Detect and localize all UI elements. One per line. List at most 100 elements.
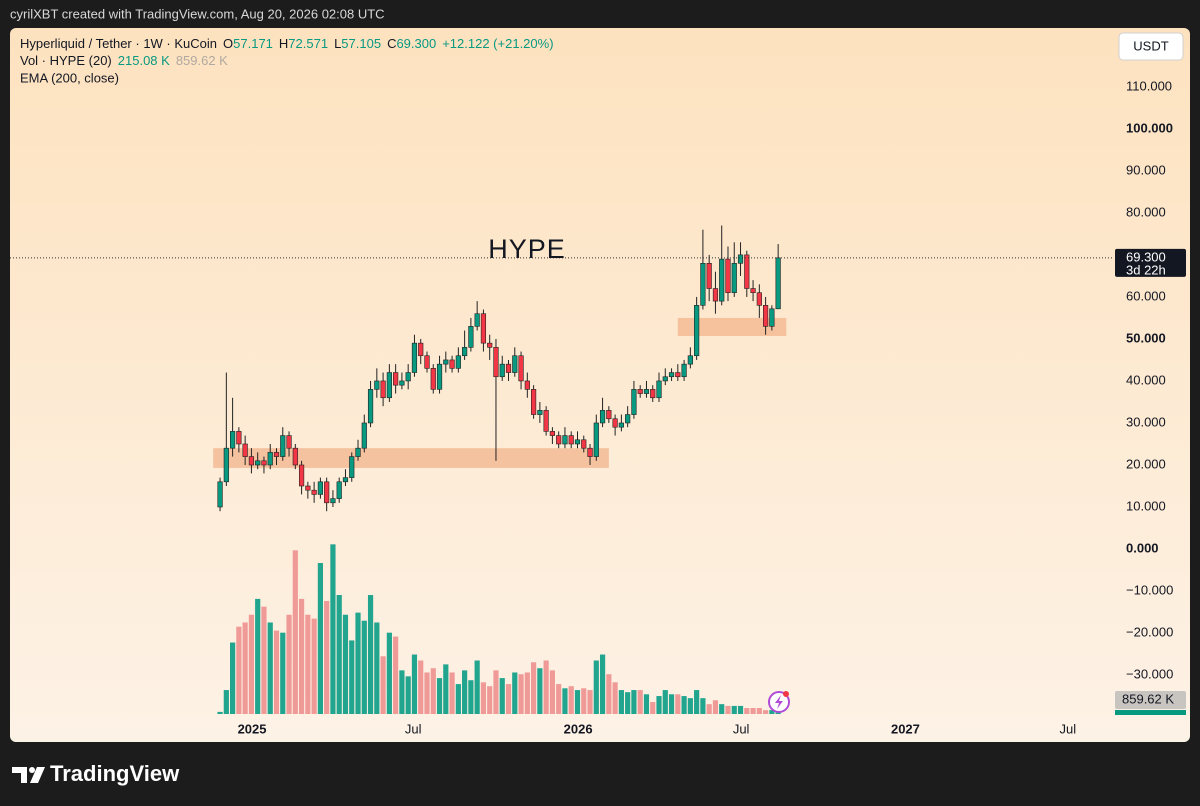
volume-bar	[399, 670, 405, 714]
candle-body	[599, 410, 606, 424]
chart-panel	[10, 28, 1190, 742]
brand: TradingView	[50, 761, 180, 786]
currency[interactable]: USDT	[1133, 38, 1168, 53]
volume-label-box	[1115, 691, 1186, 709]
candle-body	[248, 456, 255, 466]
volume-bar	[549, 670, 556, 714]
volume-bar	[474, 660, 480, 714]
volume-bar	[436, 678, 443, 714]
candle-body	[380, 380, 386, 399]
currency-button[interactable]	[1118, 32, 1184, 61]
candle-body	[543, 410, 549, 432]
candle-body	[273, 452, 280, 457]
candle-body	[731, 263, 737, 294]
candle-body	[700, 263, 706, 306]
candle-body	[436, 363, 443, 390]
volume-bar	[255, 598, 261, 714]
volume-bar	[367, 595, 374, 714]
candle-body	[719, 258, 725, 302]
x-tick-label: 2025	[238, 721, 267, 736]
volume-bar	[756, 708, 762, 714]
alert-dot	[783, 691, 789, 697]
candle-body	[480, 313, 487, 344]
volume-bar	[273, 630, 280, 714]
volume-ma-box	[1115, 710, 1186, 715]
candle-body	[750, 288, 756, 294]
volume-bar	[530, 662, 537, 714]
volume-axis-label: 859.62 K	[1122, 691, 1174, 706]
volume-bar	[737, 705, 744, 714]
x-tick-label: Jul	[733, 721, 750, 736]
volume-bar	[455, 684, 461, 714]
candle-body	[625, 414, 631, 424]
volume-ma: 215.08 K	[118, 53, 170, 68]
volume-bar	[411, 654, 418, 714]
volume-bar	[443, 664, 449, 714]
logo-part	[30, 767, 45, 783]
volume-bar	[298, 598, 305, 714]
volume-bar	[468, 680, 474, 714]
zone	[677, 317, 787, 336]
candle-body	[474, 313, 480, 327]
candle-body	[324, 481, 330, 504]
ohlc-value: 69.300	[396, 36, 436, 51]
candle-body	[712, 288, 719, 302]
volume-bar	[512, 672, 518, 714]
volume-bar	[242, 622, 248, 714]
plot: 110.000100.00090.00080.00070.00060.00050…	[10, 78, 1186, 736]
candle-body	[681, 363, 687, 378]
y-tick-label: 20.000	[1126, 456, 1166, 471]
candle-body	[643, 389, 650, 394]
volume-bar	[725, 705, 731, 714]
candle-body	[298, 464, 305, 487]
alert-bolt	[775, 695, 783, 709]
candle-body	[650, 389, 656, 399]
candle-body	[236, 431, 242, 445]
candle-body	[769, 308, 775, 327]
ohlc-value: 57.171	[233, 36, 273, 51]
volume-title: Vol · HYPE (20)	[20, 53, 112, 68]
volume-bar	[342, 614, 349, 714]
candle-body	[499, 363, 505, 378]
volume-bar	[418, 660, 424, 714]
candle-body	[606, 410, 612, 420]
volume-bar	[662, 690, 668, 714]
x-tick-label: Jul	[1060, 721, 1077, 736]
candle-body	[411, 342, 418, 373]
candle-body	[305, 485, 311, 491]
candle-body	[255, 460, 261, 466]
countdown: 3d 22h	[1126, 262, 1166, 277]
volume-bar	[556, 684, 562, 714]
candle-body	[367, 389, 374, 424]
candle-body	[449, 359, 455, 369]
volume-bar	[286, 614, 292, 714]
candle-body	[725, 258, 731, 294]
volume-bar	[637, 690, 643, 714]
candle-body	[612, 418, 618, 428]
volume-bar	[543, 660, 549, 714]
volume-bar	[599, 654, 606, 714]
volume-bar	[305, 614, 311, 714]
volume-bar	[317, 562, 323, 714]
volume-bar	[330, 544, 336, 714]
volume-bar	[324, 601, 330, 714]
logo-part	[12, 767, 27, 783]
volume-bar	[574, 690, 581, 714]
candle-body	[618, 422, 624, 428]
candle-body	[455, 355, 461, 369]
candle-body	[706, 263, 712, 289]
candle-body	[775, 257, 781, 310]
candle-body	[311, 489, 317, 495]
legend-volume: Vol · HYPE (20) 215.08 K 859.62 K	[20, 53, 228, 68]
volume-bar	[706, 704, 712, 714]
candle-body	[361, 422, 367, 449]
volume-bar	[518, 674, 524, 714]
volume-bar	[487, 686, 493, 714]
volume-bar	[449, 672, 455, 714]
volume-bar	[769, 710, 775, 714]
volume-bar	[650, 702, 656, 714]
last-price-label: 69.300	[1126, 249, 1166, 264]
volume-bar	[612, 682, 618, 714]
volume-bar	[593, 660, 599, 714]
y-tick-label: 60.000	[1126, 288, 1166, 303]
